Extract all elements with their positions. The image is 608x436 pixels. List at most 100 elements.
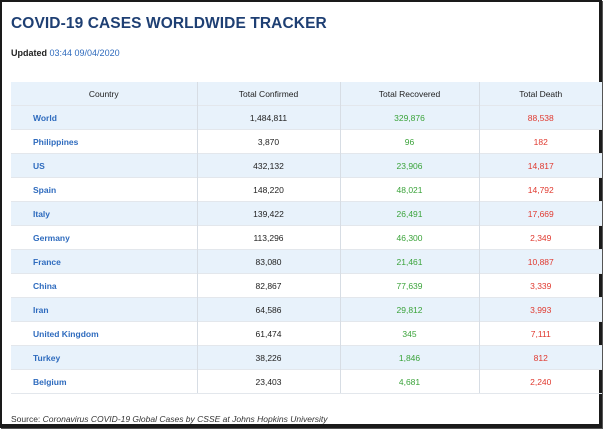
cell-total-confirmed: 64,586 — [255, 304, 282, 315]
cell-total-confirmed-wrap: 64,586 — [196, 297, 340, 322]
updated-timestamp: Updated 03:44 09/04/2020 — [11, 48, 120, 58]
header-total-confirmed: Total Confirmed — [196, 82, 340, 106]
cell-country-wrap: United Kingdom — [11, 321, 197, 346]
cell-total-recovered: 77,639 — [396, 280, 423, 291]
cell-total-recovered-wrap: 345 — [339, 321, 479, 346]
cell-country-wrap: Turkey — [11, 345, 197, 370]
cell-total-death: 10,887 — [527, 256, 554, 267]
table-row: Spain 148,220 48,021 14,792 — [11, 177, 602, 202]
cases-table: Country Total Confirmed Total Recovered … — [11, 82, 602, 394]
cell-total-recovered-wrap: 1,846 — [339, 345, 479, 370]
cell-total-death: 17,669 — [527, 208, 554, 219]
cell-total-recovered-wrap: 329,876 — [339, 105, 479, 130]
cell-total-confirmed-wrap: 61,474 — [196, 321, 340, 346]
table-body: World 1,484,811 329,876 88,538 Philippines 3,… — [11, 105, 602, 394]
updated-value: 03:44 09/04/2020 — [49, 48, 120, 58]
table-header-row: Country Total Confirmed Total Recovered … — [11, 82, 602, 106]
cell-country[interactable]: Belgium — [33, 376, 67, 387]
cell-total-death-wrap: 88,538 — [478, 105, 602, 130]
cell-total-death-wrap: 10,887 — [478, 249, 602, 274]
cell-country[interactable]: United Kingdom — [33, 328, 99, 339]
cell-total-confirmed-wrap: 82,867 — [196, 273, 340, 298]
cell-total-confirmed: 61,474 — [255, 328, 282, 339]
cell-country[interactable]: Iran — [33, 304, 49, 315]
cell-total-death-wrap: 2,240 — [478, 369, 602, 394]
cell-total-recovered: 4,681 — [398, 376, 421, 387]
cell-total-recovered: 29,812 — [396, 304, 423, 315]
cell-total-death: 14,792 — [527, 184, 554, 195]
cell-total-death-wrap: 2,349 — [478, 225, 602, 250]
cell-total-recovered: 23,906 — [396, 160, 423, 171]
cell-total-death: 3,339 — [530, 280, 552, 291]
cell-total-death-wrap: 3,339 — [478, 273, 602, 298]
cell-country[interactable]: Italy — [33, 208, 51, 219]
cell-total-confirmed: 139,422 — [253, 208, 284, 219]
cell-total-recovered-wrap: 4,681 — [339, 369, 479, 394]
cell-total-recovered-wrap: 21,461 — [339, 249, 479, 274]
cell-total-recovered-wrap: 26,491 — [339, 201, 479, 226]
cell-total-confirmed-wrap: 113,296 — [196, 225, 340, 250]
cell-country[interactable]: France — [33, 256, 61, 267]
table-row: Italy 139,422 26,491 17,669 — [11, 201, 602, 226]
cell-total-death-wrap: 17,669 — [478, 201, 602, 226]
table-row: Turkey 38,226 1,846 812 — [11, 345, 602, 370]
cell-total-death-wrap: 7,111 — [478, 321, 602, 346]
cell-total-death-wrap: 14,817 — [478, 153, 602, 178]
cell-total-confirmed-wrap: 38,226 — [196, 345, 340, 370]
cell-total-death: 812 — [533, 352, 548, 363]
cell-country-wrap: US — [11, 153, 197, 178]
updated-label: Updated — [11, 48, 47, 58]
cell-country[interactable]: World — [33, 112, 57, 123]
source-label: Source: — [11, 414, 41, 424]
cell-total-death-wrap: 182 — [478, 129, 602, 154]
cell-total-confirmed: 38,226 — [255, 352, 282, 363]
cell-country-wrap: Italy — [11, 201, 197, 226]
cell-total-death: 3,993 — [530, 304, 552, 315]
cell-total-confirmed-wrap: 23,403 — [196, 369, 340, 394]
cell-country[interactable]: China — [33, 280, 57, 291]
table-row: France 83,080 21,461 10,887 — [11, 249, 602, 274]
cell-total-recovered: 46,300 — [396, 232, 423, 243]
cell-total-recovered-wrap: 96 — [339, 129, 479, 154]
cell-country[interactable]: US — [33, 160, 45, 171]
cell-country-wrap: China — [11, 273, 197, 298]
cell-total-confirmed: 3,870 — [257, 136, 280, 147]
page-title: COVID-19 CASES WORLDWIDE TRACKER — [11, 15, 327, 32]
cell-total-recovered: 329,876 — [394, 112, 425, 123]
cell-total-confirmed: 83,080 — [255, 256, 282, 267]
cell-total-recovered-wrap: 23,906 — [339, 153, 479, 178]
cell-total-confirmed: 113,296 — [253, 232, 284, 243]
cell-total-confirmed-wrap: 139,422 — [196, 201, 340, 226]
cell-country[interactable]: Germany — [33, 232, 70, 243]
cell-total-death: 182 — [533, 136, 548, 147]
cell-total-recovered-wrap: 77,639 — [339, 273, 479, 298]
cell-total-recovered: 48,021 — [396, 184, 423, 195]
cell-total-recovered: 96 — [404, 136, 415, 147]
header-total-recovered: Total Recovered — [339, 82, 479, 106]
cell-total-confirmed-wrap: 3,870 — [196, 129, 340, 154]
table-row: World 1,484,811 329,876 88,538 — [11, 105, 602, 130]
cell-country-wrap: Belgium — [11, 369, 197, 394]
cell-total-confirmed: 1,484,811 — [249, 112, 288, 123]
cell-total-recovered: 26,491 — [396, 208, 423, 219]
cell-total-recovered-wrap: 48,021 — [339, 177, 479, 202]
cell-total-confirmed: 148,220 — [253, 184, 284, 195]
cell-country-wrap: Iran — [11, 297, 197, 322]
cell-country[interactable]: Philippines — [33, 136, 79, 147]
cell-country[interactable]: Turkey — [33, 352, 61, 363]
cell-total-recovered: 1,846 — [398, 352, 421, 363]
cell-total-death: 88,538 — [527, 112, 554, 123]
cell-country-wrap: Germany — [11, 225, 197, 250]
cell-country[interactable]: Spain — [33, 184, 57, 195]
cell-total-confirmed-wrap: 432,132 — [196, 153, 340, 178]
cell-total-recovered-wrap: 29,812 — [339, 297, 479, 322]
cell-country-wrap: France — [11, 249, 197, 274]
cell-total-confirmed: 82,867 — [255, 280, 282, 291]
source-note: Source: Coronavirus COVID-19 Global Case… — [11, 414, 328, 424]
cell-total-death: 2,349 — [530, 232, 552, 243]
table-row: Germany 113,296 46,300 2,349 — [11, 225, 602, 250]
header-country: Country — [11, 82, 197, 106]
cell-total-death: 2,240 — [530, 376, 552, 387]
cell-total-death-wrap: 3,993 — [478, 297, 602, 322]
source-text: Coronavirus COVID-19 Global Cases by CSS… — [42, 414, 328, 424]
